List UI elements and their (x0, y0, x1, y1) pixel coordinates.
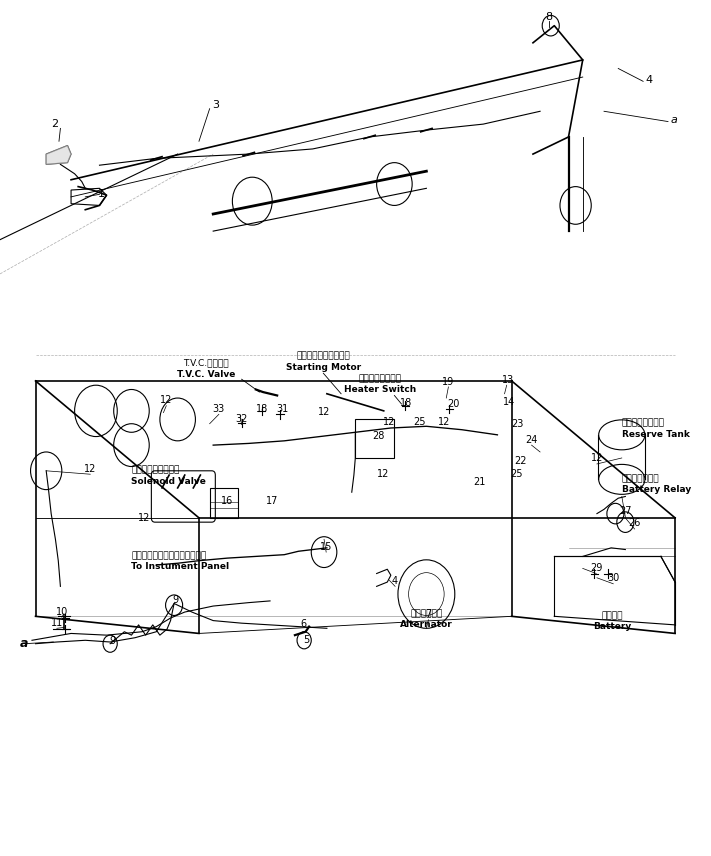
Text: Battery Relay: Battery Relay (622, 485, 691, 494)
Text: Battery: Battery (594, 622, 631, 631)
Text: 17: 17 (266, 496, 279, 506)
Text: 25: 25 (510, 469, 523, 479)
Text: インストゥルメント　パネルへ: インストゥルメント パネルへ (132, 551, 207, 560)
Text: 2: 2 (51, 119, 58, 128)
Text: オルタネータ: オルタネータ (410, 609, 442, 618)
Text: 22: 22 (514, 456, 526, 466)
Text: 11: 11 (50, 618, 63, 627)
Text: スターティングモータ: スターティングモータ (296, 352, 351, 360)
Text: 32: 32 (235, 414, 248, 424)
Text: T.V.C.　バルブ: T.V.C. バルブ (183, 359, 229, 367)
Text: リザーブ　タンク: リザーブ タンク (622, 419, 665, 427)
Text: Solenoid Valve: Solenoid Valve (132, 477, 206, 485)
Bar (210, 488, 238, 518)
Text: Reserve Tank: Reserve Tank (622, 430, 690, 438)
Text: 15: 15 (320, 542, 332, 551)
Text: 4: 4 (646, 75, 653, 85)
Text: 12: 12 (377, 469, 389, 479)
Text: 12: 12 (160, 395, 173, 405)
Text: 13: 13 (502, 375, 514, 384)
Text: 12: 12 (318, 407, 330, 417)
Text: 9: 9 (109, 636, 115, 645)
Text: 12: 12 (138, 514, 151, 523)
Text: 31: 31 (277, 404, 289, 413)
Text: 30: 30 (607, 574, 619, 583)
Text: 25: 25 (413, 418, 425, 427)
Text: Starting Motor: Starting Motor (286, 363, 361, 372)
Text: バッテリ: バッテリ (602, 611, 624, 620)
Text: ヒータ　スイッチ: ヒータ スイッチ (358, 375, 402, 383)
Text: 14: 14 (503, 397, 515, 407)
Text: 10: 10 (55, 607, 68, 616)
Text: 7: 7 (425, 609, 432, 619)
Text: 12: 12 (383, 418, 395, 427)
Text: 1: 1 (98, 189, 105, 199)
Text: 12: 12 (84, 464, 97, 473)
Text: 26: 26 (629, 519, 641, 528)
Text: a: a (20, 637, 28, 651)
Text: ソレノイド　バルブ: ソレノイド バルブ (132, 466, 180, 474)
Text: 18: 18 (400, 398, 412, 407)
Text: 33: 33 (213, 404, 225, 413)
Text: T.V.C. Valve: T.V.C. Valve (177, 370, 235, 378)
Text: 3: 3 (212, 100, 219, 110)
Text: 4: 4 (392, 576, 398, 586)
Text: 12: 12 (438, 418, 450, 427)
Text: 23: 23 (511, 419, 523, 429)
Text: a: a (670, 116, 677, 125)
Text: 21: 21 (474, 478, 486, 487)
Text: 8: 8 (545, 12, 552, 21)
Text: バッテリリレー: バッテリリレー (622, 474, 659, 483)
Text: 24: 24 (525, 435, 538, 444)
Bar (356, 419, 395, 458)
Text: 28: 28 (373, 431, 385, 441)
Text: 6: 6 (300, 620, 306, 629)
Text: Alternator: Alternator (400, 621, 453, 629)
Text: 19: 19 (442, 377, 454, 387)
Text: Heater Switch: Heater Switch (344, 385, 417, 394)
Text: 18: 18 (256, 404, 268, 413)
Text: 20: 20 (447, 400, 459, 409)
Text: To Instument Panel: To Instument Panel (132, 562, 230, 571)
Text: 12: 12 (591, 454, 603, 463)
Text: 27: 27 (619, 507, 631, 516)
Text: 16: 16 (221, 496, 233, 506)
Text: 9: 9 (173, 596, 178, 605)
Text: 5: 5 (303, 635, 309, 645)
Text: 29: 29 (590, 563, 602, 573)
Polygon shape (46, 146, 71, 164)
